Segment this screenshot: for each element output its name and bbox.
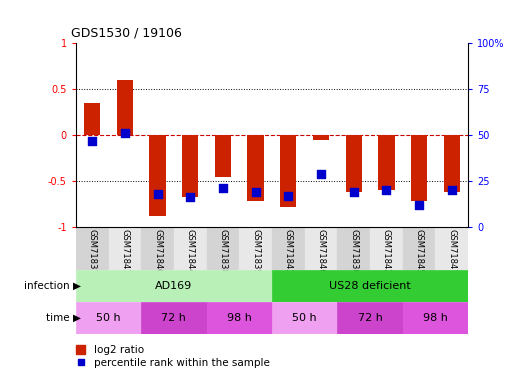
Text: 98 h: 98 h [423, 313, 448, 323]
Text: GSM71844: GSM71844 [186, 229, 195, 274]
Bar [182, 135, 198, 198]
Bar [337, 302, 403, 334]
Bar [239, 227, 272, 270]
Text: GSM71839: GSM71839 [251, 229, 260, 274]
Bar [411, 135, 427, 201]
Bar [247, 135, 264, 201]
Text: 50 h: 50 h [96, 313, 121, 323]
Point [88, 138, 96, 144]
Bar [272, 302, 337, 334]
Text: GDS1530 / 19106: GDS1530 / 19106 [71, 26, 181, 39]
Point [317, 171, 325, 177]
Point [415, 202, 423, 208]
Bar [403, 227, 435, 270]
Bar [313, 135, 329, 140]
Text: AD169: AD169 [155, 281, 192, 291]
Bar [370, 227, 403, 270]
Text: time: time [47, 313, 73, 323]
Text: GSM71838: GSM71838 [219, 229, 228, 275]
Point [252, 189, 260, 195]
Text: 72 h: 72 h [358, 313, 382, 323]
Text: GSM71836: GSM71836 [349, 229, 358, 275]
Bar [280, 135, 297, 207]
Bar [150, 135, 166, 216]
Point [448, 187, 456, 193]
Bar [435, 227, 468, 270]
Bar [84, 103, 100, 135]
Bar [117, 80, 133, 135]
Bar [444, 135, 460, 192]
Text: 72 h: 72 h [162, 313, 186, 323]
Point [153, 191, 162, 197]
Bar [378, 135, 394, 190]
Point [219, 185, 227, 191]
Point [186, 195, 195, 201]
Bar [272, 270, 468, 302]
Point [382, 187, 391, 193]
Bar [109, 227, 141, 270]
Text: GSM71846: GSM71846 [316, 229, 325, 274]
Bar [272, 227, 304, 270]
Text: ▶: ▶ [73, 281, 81, 291]
Text: GSM71841: GSM71841 [120, 229, 129, 274]
Point [349, 189, 358, 195]
Bar [76, 270, 272, 302]
Bar [141, 302, 207, 334]
Point [284, 193, 292, 199]
Text: GSM71837: GSM71837 [88, 229, 97, 275]
Text: 50 h: 50 h [292, 313, 317, 323]
Bar [141, 227, 174, 270]
Bar [403, 302, 468, 334]
Text: GSM71840: GSM71840 [153, 229, 162, 274]
Bar [337, 227, 370, 270]
Bar [207, 227, 239, 270]
Text: GSM71847: GSM71847 [447, 229, 456, 274]
Text: 98 h: 98 h [227, 313, 252, 323]
Bar [174, 227, 207, 270]
Legend: log2 ratio, percentile rank within the sample: log2 ratio, percentile rank within the s… [76, 345, 269, 368]
Text: infection: infection [25, 281, 73, 291]
Bar [304, 227, 337, 270]
Bar [207, 302, 272, 334]
Text: GSM71845: GSM71845 [415, 229, 424, 274]
Point [121, 130, 129, 136]
Bar [346, 135, 362, 192]
Text: GSM71842: GSM71842 [382, 229, 391, 274]
Text: ▶: ▶ [73, 313, 81, 323]
Bar [76, 227, 109, 270]
Text: US28 deficient: US28 deficient [329, 281, 411, 291]
Bar [215, 135, 231, 177]
Text: GSM71843: GSM71843 [284, 229, 293, 274]
Bar [76, 302, 141, 334]
